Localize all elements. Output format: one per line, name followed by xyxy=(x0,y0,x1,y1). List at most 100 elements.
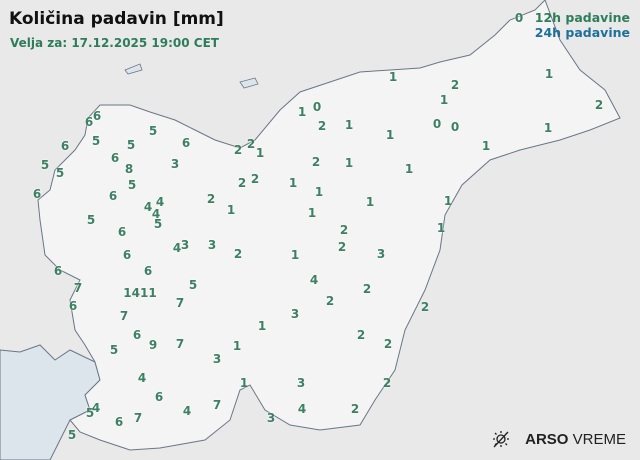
legend: 12h padavine 24h padavine xyxy=(535,10,630,40)
station-value: 1 xyxy=(365,195,375,209)
station-value: 1411 xyxy=(123,286,157,300)
station-value: 6 xyxy=(154,390,164,404)
station-value: 2 xyxy=(450,78,460,92)
station-value: 1 xyxy=(314,185,324,199)
station-value: 5 xyxy=(188,278,198,292)
station-value: 6 xyxy=(32,187,42,201)
lake xyxy=(239,77,259,89)
station-value: 1 xyxy=(439,93,449,107)
station-value: 8 xyxy=(124,162,134,176)
station-value: 1 xyxy=(443,194,453,208)
station-value: 5 xyxy=(55,166,65,180)
station-value: 4 xyxy=(143,200,153,214)
arso-logo: ARSO VREME xyxy=(491,430,626,448)
station-value: 1 xyxy=(344,156,354,170)
station-value: 5 xyxy=(40,158,50,172)
station-value: 2 xyxy=(362,282,372,296)
station-value: 5 xyxy=(153,217,163,231)
station-value: 6 xyxy=(122,248,132,262)
lake xyxy=(124,63,143,75)
station-value: 6 xyxy=(117,225,127,239)
station-value: 9 xyxy=(148,338,158,352)
station-value: 0 xyxy=(312,100,322,114)
station-value: 7 xyxy=(119,309,129,323)
station-value: 7 xyxy=(212,398,222,412)
station-value: 3 xyxy=(376,247,386,261)
station-value: 1 xyxy=(290,248,300,262)
station-value: 6 xyxy=(68,299,78,313)
station-value: 1 xyxy=(388,70,398,84)
station-value: 5 xyxy=(67,428,77,442)
station-value: 1 xyxy=(544,67,554,81)
brand-light: VREME xyxy=(572,430,626,448)
station-value: 3 xyxy=(290,307,300,321)
station-value: 1 xyxy=(344,118,354,132)
station-value: 2 xyxy=(250,172,260,186)
station-value: 2 xyxy=(233,143,243,157)
station-value: 5 xyxy=(126,138,136,152)
station-value: 2 xyxy=(420,300,430,314)
station-value: 6 xyxy=(92,109,102,123)
station-value: 6 xyxy=(181,136,191,150)
station-value: 5 xyxy=(148,124,158,138)
station-value: 2 xyxy=(383,337,393,351)
station-value: 2 xyxy=(237,176,247,190)
station-value: 5 xyxy=(91,134,101,148)
station-value: 1 xyxy=(543,121,553,135)
station-value: 1 xyxy=(226,203,236,217)
station-value: 2 xyxy=(356,328,366,342)
valid-time: Velja za: 17.12.2025 19:00 CET xyxy=(10,36,219,50)
station-value: 7 xyxy=(73,281,83,295)
station-value: 1 xyxy=(297,105,307,119)
station-value: 1 xyxy=(232,339,242,353)
legend-12h: 12h padavine xyxy=(534,10,630,25)
station-value: 1 xyxy=(385,128,395,142)
station-value: 2 xyxy=(339,223,349,237)
station-value: 3 xyxy=(212,352,222,366)
station-value: 5 xyxy=(109,343,119,357)
station-value: 5 xyxy=(86,213,96,227)
station-value: 2 xyxy=(233,247,243,261)
sun-icon xyxy=(493,431,510,448)
station-value: 6 xyxy=(84,115,94,129)
station-value: 6 xyxy=(53,264,63,278)
station-value: 2 xyxy=(337,240,347,254)
station-value: 2 xyxy=(382,376,392,390)
station-value: 5 xyxy=(127,178,137,192)
station-value: 6 xyxy=(110,151,120,165)
station-value: 4 xyxy=(137,371,147,385)
station-value: 4 xyxy=(91,401,101,415)
station-value: 2 xyxy=(246,137,256,151)
station-value: 4 xyxy=(297,402,307,416)
station-value: 6 xyxy=(143,264,153,278)
station-value: 2 xyxy=(206,192,216,206)
station-value: 2 xyxy=(317,119,327,133)
station-value: 0 xyxy=(514,11,524,25)
station-value: 1 xyxy=(481,139,491,153)
station-value: 1 xyxy=(404,162,414,176)
station-value: 6 xyxy=(114,415,124,429)
station-value: 3 xyxy=(207,238,217,252)
station-value: 6 xyxy=(108,189,118,203)
station-value: 1 xyxy=(288,176,298,190)
station-value: 4 xyxy=(151,207,161,221)
map-title: Količina padavin [mm] xyxy=(9,9,224,29)
station-value: 7 xyxy=(133,411,143,425)
legend-24h: 24h padavine xyxy=(534,25,630,40)
station-value: 6 xyxy=(60,139,70,153)
station-value: 2 xyxy=(311,155,321,169)
station-value: 3 xyxy=(180,238,190,252)
station-value: 4 xyxy=(155,195,165,209)
station-value: 4 xyxy=(172,241,182,255)
station-value: 1 xyxy=(307,206,317,220)
brand-bold: ARSO xyxy=(525,430,569,448)
station-value: 0 xyxy=(432,117,442,131)
station-value: 1 xyxy=(255,146,265,160)
station-value: 2 xyxy=(325,294,335,308)
station-value: 7 xyxy=(175,337,185,351)
slovenia-land xyxy=(37,0,621,451)
station-value: 2 xyxy=(594,98,604,112)
station-value: 3 xyxy=(296,376,306,390)
station-value: 4 xyxy=(182,404,192,418)
